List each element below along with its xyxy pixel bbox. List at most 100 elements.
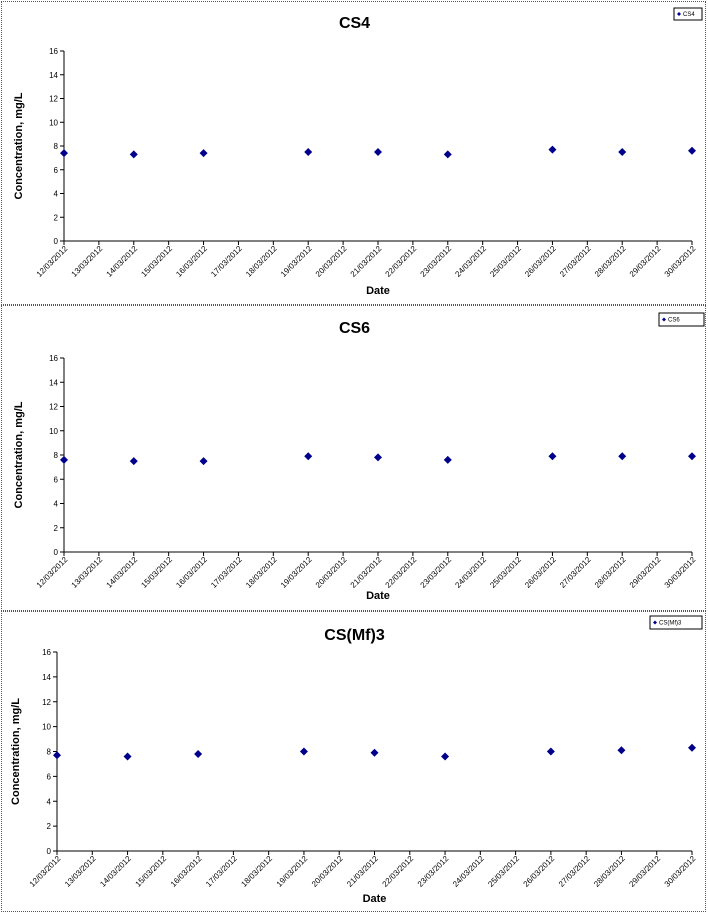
data-point <box>618 147 627 156</box>
data-point <box>374 453 382 462</box>
x-tick-label: 13/03/2012 <box>70 244 105 279</box>
legend-box <box>673 7 703 21</box>
x-tick-label: 14/03/2012 <box>105 555 140 590</box>
data-point <box>129 150 138 159</box>
y-tick-label: 2 <box>54 524 59 533</box>
data-point <box>304 452 313 461</box>
data-point <box>546 747 555 756</box>
x-tick-label: 15/03/2012 <box>134 854 169 889</box>
chart-csmf3: CS(Mf)3 0 2 4 6 8 10 12 14 16 12/03/2012 13/03/2012… <box>10 615 703 905</box>
data-point <box>53 751 61 760</box>
y-tick-label: 16 <box>42 648 51 657</box>
legend-label: CS4 <box>683 12 695 18</box>
y-axis-title: Concentration, mg/L <box>13 401 25 508</box>
x-tick-label: 19/03/2012 <box>279 244 314 279</box>
x-tick-label: 20/03/2012 <box>314 555 349 590</box>
y-tick-label: 4 <box>47 797 52 806</box>
x-axis-title: Date <box>366 285 390 297</box>
data-point <box>688 743 696 752</box>
y-tick-label: 16 <box>49 354 58 363</box>
x-tick-label: 21/03/2012 <box>349 555 384 590</box>
y-tick-label: 14 <box>42 673 51 682</box>
y-tick-label: 10 <box>49 427 58 436</box>
data-point <box>688 146 696 155</box>
x-tick-label: 27/03/2012 <box>558 244 593 279</box>
y-axis-title: Concentration, mg/L <box>13 92 25 199</box>
x-tick-label: 19/03/2012 <box>279 555 314 590</box>
x-tick-label: 20/03/2012 <box>314 244 349 279</box>
x-tick-label: 28/03/2012 <box>593 244 628 279</box>
y-tick-label: 14 <box>49 378 58 387</box>
data-point <box>443 150 452 159</box>
data-point <box>688 452 696 461</box>
data-point <box>441 752 450 761</box>
x-tick-label: 18/03/2012 <box>244 244 279 279</box>
x-tick-label: 12/03/2012 <box>28 854 63 889</box>
x-tick-label: 27/03/2012 <box>557 854 592 889</box>
x-tick-label: 12/03/2012 <box>35 555 70 590</box>
data-point <box>129 457 138 466</box>
y-tick-label: 8 <box>54 451 59 460</box>
x-tick-label: 24/03/2012 <box>453 555 488 590</box>
x-tick-label: 25/03/2012 <box>488 555 523 590</box>
x-tick-label: 24/03/2012 <box>453 244 488 279</box>
x-tick-label: 26/03/2012 <box>523 555 558 590</box>
data-point <box>299 747 308 756</box>
x-tick-label: 23/03/2012 <box>416 854 451 889</box>
legend-box <box>649 615 703 630</box>
data-point <box>374 147 382 156</box>
chart-panel-cs4: CS4 0 2 4 6 8 10 12 14 16 12/03/2012 13/03/2012 14/0… <box>1 1 706 305</box>
y-tick-label: 10 <box>42 723 51 732</box>
x-tick-label: 25/03/2012 <box>488 244 523 279</box>
y-tick-label: 0 <box>54 548 59 557</box>
x-tick-label: 16/03/2012 <box>174 555 209 590</box>
x-tick-label: 17/03/2012 <box>209 244 244 279</box>
x-tick-label: 29/03/2012 <box>628 555 663 590</box>
x-tick-label: 15/03/2012 <box>139 244 174 279</box>
y-tick-label: 8 <box>54 142 59 151</box>
x-tick-label: 26/03/2012 <box>523 244 558 279</box>
legend-marker <box>677 12 681 16</box>
chart-title: CS6 <box>339 320 370 337</box>
x-tick-label: 22/03/2012 <box>384 555 419 590</box>
y-axis-title: Concentration, mg/L <box>10 698 22 805</box>
data-point <box>617 746 626 755</box>
chart-title: CS4 <box>339 15 370 32</box>
x-tick-label: 20/03/2012 <box>310 854 345 889</box>
data-point <box>548 452 557 461</box>
chart-panel-cs6: CS6 0 2 4 6 8 10 12 14 16 12/03/2012 13/03/2012 14/0… <box>1 305 706 611</box>
x-tick-label: 13/03/2012 <box>70 555 105 590</box>
chart-cs4: CS4 0 2 4 6 8 10 12 14 16 12/03/2012 13/03/2012 14/0… <box>13 7 703 297</box>
y-tick-label: 4 <box>54 190 59 199</box>
y-tick-label: 8 <box>47 748 52 757</box>
x-tick-label: 15/03/2012 <box>139 555 174 590</box>
x-tick-label: 19/03/2012 <box>275 854 310 889</box>
legend-label: CS6 <box>668 318 680 324</box>
x-axis-title: Date <box>366 590 390 602</box>
data-point <box>370 748 379 757</box>
data-point <box>304 147 313 156</box>
x-tick-label: 21/03/2012 <box>349 244 384 279</box>
y-tick-label: 12 <box>49 403 58 412</box>
data-point <box>60 149 68 158</box>
x-tick-label: 21/03/2012 <box>345 854 380 889</box>
x-axis-title: Date <box>363 893 387 905</box>
x-tick-label: 22/03/2012 <box>381 854 416 889</box>
data-point <box>123 752 132 761</box>
data-point <box>199 457 208 466</box>
legend-marker <box>662 317 666 322</box>
y-tick-label: 6 <box>54 166 59 175</box>
data-point <box>443 455 452 464</box>
y-tick-label: 14 <box>49 71 58 80</box>
chart-panel-csmf3: CS(Mf)3 0 2 4 6 8 10 12 14 16 12/03/2012 13/03/2012… <box>1 611 706 912</box>
chart-cs6: CS6 0 2 4 6 8 10 12 14 16 12/03/2012 13/03/2012 14/0… <box>13 312 705 602</box>
x-tick-label: 28/03/2012 <box>593 555 628 590</box>
x-tick-label: 29/03/2012 <box>628 244 663 279</box>
x-tick-label: 23/03/2012 <box>419 555 454 590</box>
x-tick-label: 27/03/2012 <box>558 555 593 590</box>
legend-box <box>658 312 705 327</box>
y-tick-label: 12 <box>49 95 58 104</box>
y-tick-label: 6 <box>54 475 59 484</box>
y-tick-label: 12 <box>42 698 51 707</box>
x-tick-label: 30/03/2012 <box>663 555 698 590</box>
